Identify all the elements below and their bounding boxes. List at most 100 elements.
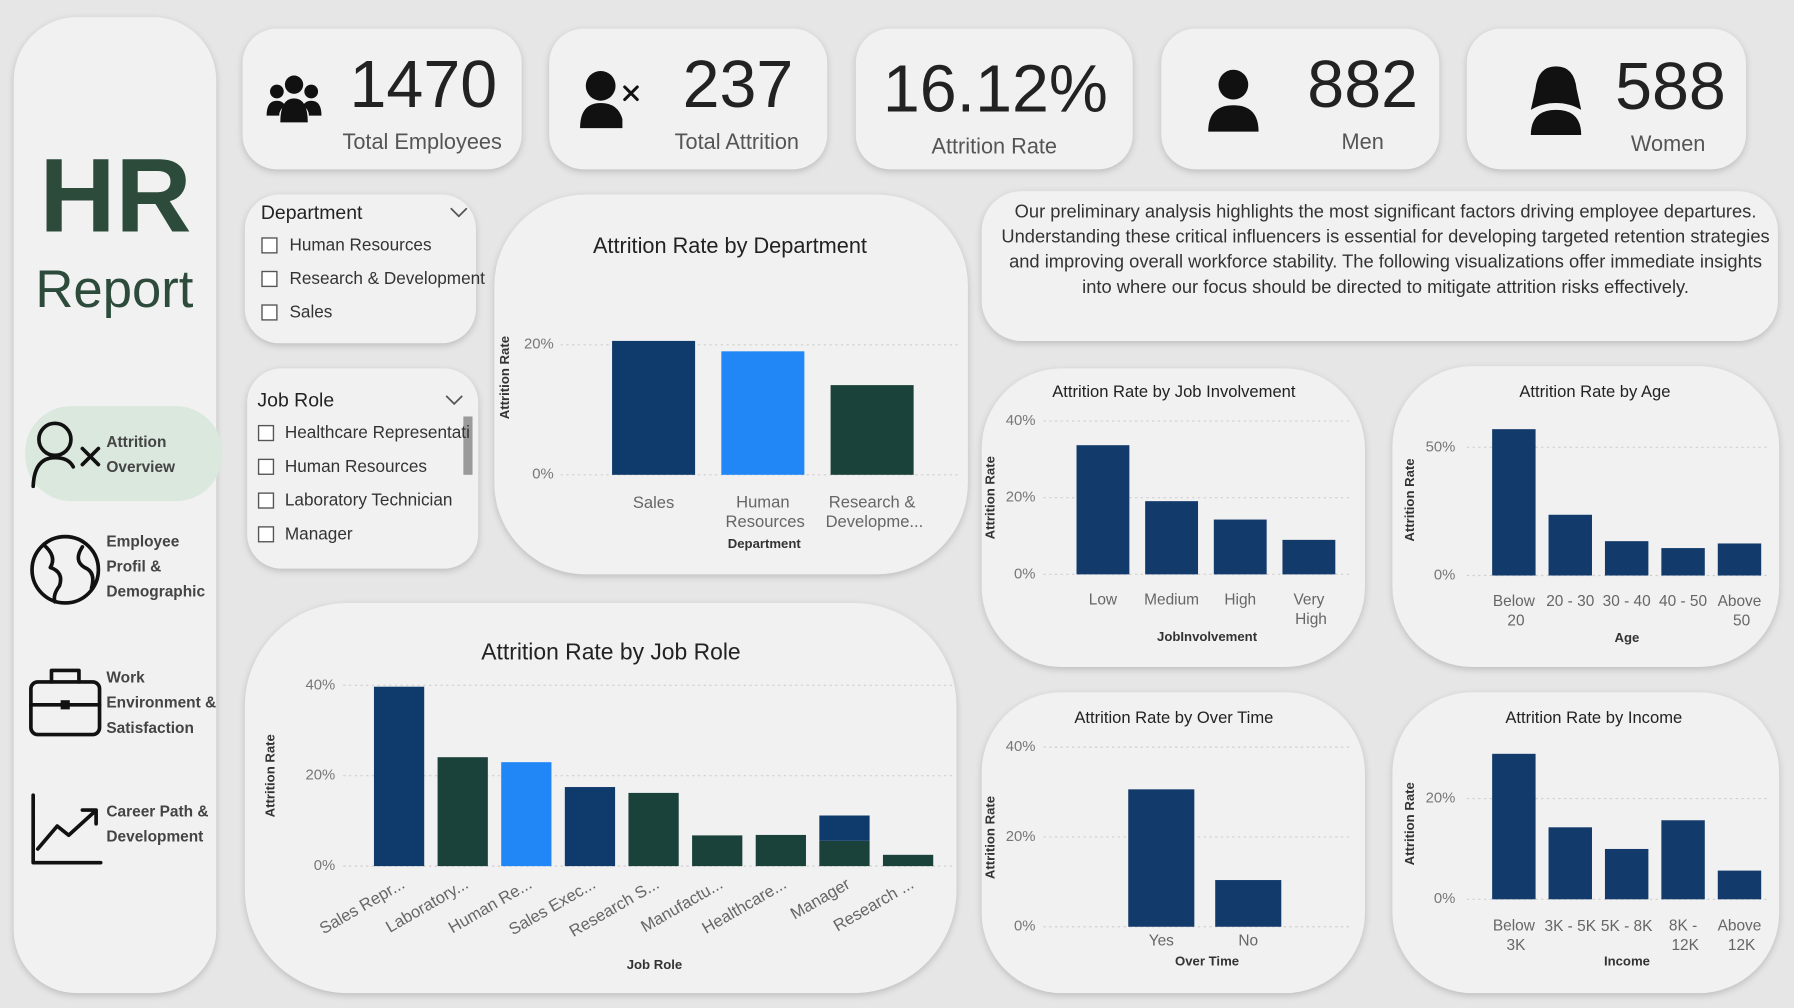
nav-item[interactable]: Employee [106,533,179,550]
kpi-card [855,28,1133,170]
x-tick-label: Research & Developme... [821,493,923,531]
y-tick-label: 40% [1006,413,1036,429]
slicer-option[interactable]: Sales [289,302,332,322]
slicer-option[interactable]: Human Resources [289,235,431,255]
kpi-value: 237 [683,48,794,122]
kpi-label: Total Employees [343,129,502,154]
bar [1282,539,1336,575]
nav-item[interactable]: Profil & [106,559,161,576]
x-tick-label: Low [1089,592,1118,609]
nav-item[interactable]: Development [106,829,203,846]
y-axis-label: Attrition Rate [263,734,278,817]
kpi-value: 1470 [350,48,498,122]
chart-title: Attrition Rate by Job Role [481,638,740,664]
report-subtitle: Report [35,260,193,319]
nav-item[interactable]: Satisfaction [106,720,193,737]
bar [1492,753,1536,900]
y-tick-label: 0% [1014,566,1035,582]
bar [628,792,679,867]
y-axis-label: Attrition Rate [982,796,997,879]
y-axis-label: Attrition Rate [497,336,512,419]
slicer-checkbox[interactable] [261,304,278,321]
bar [501,762,552,867]
y-tick-label: 20% [305,768,335,784]
x-tick-label: No [1238,933,1258,950]
bar [882,854,934,867]
bar [1215,880,1282,927]
nav-item[interactable]: Demographic [106,584,205,601]
bar [1145,501,1199,575]
slicer-option[interactable]: Human Resources [285,456,427,476]
bar [1492,429,1536,576]
bar [1717,870,1762,900]
bar [755,834,806,867]
x-tick-label: Very High [1291,592,1327,628]
bar [437,757,488,867]
x-tick-label: 40 - 50 [1659,593,1707,610]
bar [373,686,425,867]
slicer-checkbox[interactable] [261,237,278,254]
bar [1661,820,1705,900]
scrollbar[interactable] [463,416,473,475]
slicer-checkbox[interactable] [261,270,278,288]
x-tick-label: Yes [1149,933,1174,950]
nav-icon-briefcase [29,668,102,737]
y-tick-label: 50% [1426,439,1456,455]
y-tick-label: 0% [1434,891,1455,907]
slicer-option[interactable]: Manager [285,523,353,543]
kpi-label: Men [1342,129,1384,154]
y-tick-label: 0% [532,467,553,483]
kpi-value: 16.12% [883,52,1108,126]
bar [1604,541,1649,576]
nav-highlight [25,406,222,502]
x-tick-label: High [1224,592,1256,609]
nav-item[interactable]: Environment & [106,695,216,712]
x-tick-label: Above 12K [1718,918,1762,954]
dropdown-chevron[interactable] [450,207,468,218]
y-tick-label: 40% [305,677,335,693]
bar [1128,789,1195,927]
summary-box: Our preliminary analysis highlights the … [1001,202,1770,298]
kpi-label: Total Attrition [675,129,799,154]
nav-item[interactable]: Overview [106,459,176,476]
bar [612,340,696,475]
bar [564,787,616,867]
slicer-card [247,368,479,569]
x-tick-label: 20 - 30 [1546,593,1594,610]
slicer-checkbox[interactable] [257,492,275,509]
x-tick-label: Sales [633,493,674,512]
slicer-option[interactable]: Healthcare Representati [285,422,470,442]
slicer-card [244,194,476,344]
x-axis-label: Job Role [627,957,683,972]
slicer-option[interactable]: Research & Development [289,268,485,288]
slicer-title: Job Role [257,390,334,412]
x-axis-label: Over Time [1175,954,1239,969]
slicer-checkbox[interactable] [257,526,275,543]
x-tick-label: 30 - 40 [1603,593,1651,610]
summary-text: Our preliminary analysis highlights the … [1001,202,1770,298]
x-tick-label: Medium [1144,592,1199,609]
x-axis-label: Income [1604,954,1650,969]
nav-item[interactable]: Work [106,670,145,687]
dropdown-chevron[interactable] [445,395,463,406]
x-tick-label: 5K - 8K [1601,918,1653,935]
y-axis-label: Attrition Rate [1402,458,1417,541]
nav-item[interactable]: Career Path & [106,803,208,820]
slicer-option[interactable]: Laboratory Technician [285,490,453,510]
bar [1604,848,1649,900]
y-tick-label: 0% [314,858,335,874]
nav-item[interactable]: Attrition [106,434,166,451]
bar [830,385,914,475]
icon-women [1530,66,1582,136]
slicer-checkbox[interactable] [257,424,275,442]
y-tick-label: 0% [1434,567,1455,583]
slicer-checkbox[interactable] [257,458,275,475]
icon-attrition [580,70,639,129]
chart-title: Attrition Rate by Department [593,233,867,258]
y-tick-label: 40% [1006,739,1036,755]
bar [1717,543,1762,576]
x-tick-label: 3K - 5K [1545,918,1597,935]
chart-title: Attrition Rate by Age [1519,382,1670,401]
icon-employees [266,75,322,123]
y-tick-label: 0% [1014,919,1035,935]
